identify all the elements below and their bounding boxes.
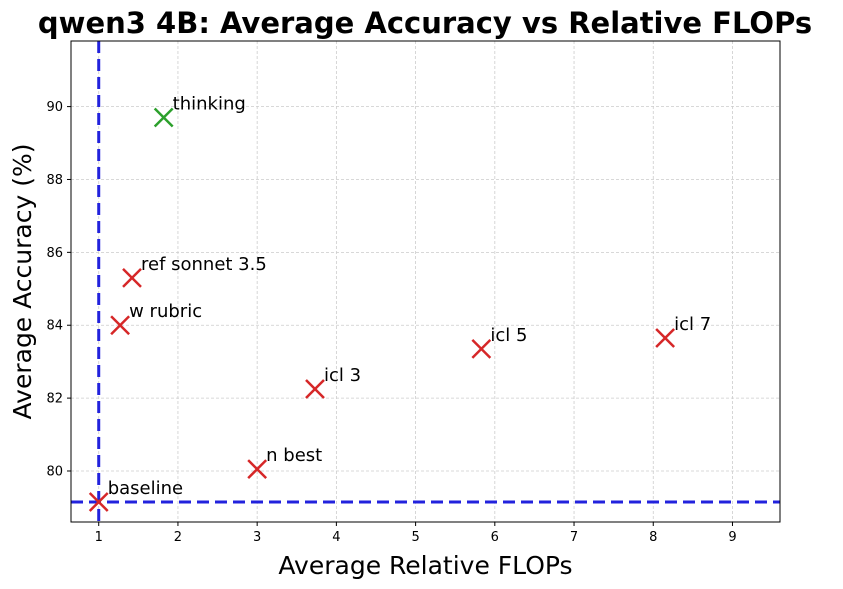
x-tick-label: 2 — [174, 530, 182, 545]
point-marker-stroke — [471, 339, 492, 359]
chart-title: qwen3 4B: Average Accuracy vs Relative F… — [38, 6, 812, 40]
plot-frame — [70, 40, 781, 523]
point-w-rubric: w rubric — [110, 301, 202, 336]
point-label: n best — [266, 445, 322, 466]
point-marker-stroke — [122, 267, 142, 288]
point-baseline: baseline — [88, 478, 183, 512]
point-marker-stroke — [305, 379, 325, 399]
point-marker-stroke — [110, 315, 130, 336]
point-marker-stroke — [247, 459, 268, 480]
point-icl-3: icl 3 — [305, 365, 361, 399]
x-tick-label: 1 — [95, 530, 103, 545]
x-tick-label: 6 — [491, 530, 499, 545]
point-ref-sonnet-3-5: ref sonnet 3.5 — [122, 254, 267, 288]
point-label: icl 3 — [324, 365, 361, 386]
x-tick-label: 3 — [253, 530, 261, 545]
y-tick-label: 88 — [46, 173, 63, 188]
point-thinking: thinking — [153, 94, 246, 128]
point-label: thinking — [173, 94, 246, 115]
x-tick-label: 8 — [649, 530, 657, 545]
x-tick-label: 9 — [728, 530, 736, 545]
point-label: icl 7 — [674, 314, 711, 335]
y-tick-label: 82 — [46, 392, 63, 407]
point-marker-stroke — [153, 107, 174, 128]
data-points: baseline thinking ref sonnet 3.5 w rubric ic… — [88, 94, 711, 512]
x-tick-label: 5 — [411, 530, 419, 545]
y-axis-label: Average Accuracy (%) — [8, 144, 37, 420]
x-tick-label: 7 — [570, 530, 578, 545]
point-label: icl 5 — [490, 325, 527, 346]
point-marker-stroke — [655, 328, 676, 348]
point-label: w rubric — [129, 301, 202, 322]
y-tick-label: 86 — [46, 246, 63, 261]
point-marker-stroke — [88, 492, 109, 512]
point-label: ref sonnet 3.5 — [141, 254, 267, 275]
point-icl-7: icl 7 — [655, 314, 711, 348]
x-tick-label: 4 — [332, 530, 340, 545]
grid — [71, 41, 780, 522]
reference-lines — [71, 41, 780, 522]
point-label: baseline — [108, 478, 183, 499]
y-tick-label: 80 — [46, 464, 63, 479]
point-icl-5: icl 5 — [471, 325, 527, 359]
y-tick-label: 84 — [46, 319, 63, 334]
y-tick-label: 90 — [46, 100, 63, 115]
point-n-best: n best — [247, 445, 322, 480]
x-axis-label: Average Relative FLOPs — [278, 551, 572, 580]
axis-ticks: 1 2 3 4 5 6 7 8 9 80 82 84 86 88 90 — [46, 100, 736, 545]
